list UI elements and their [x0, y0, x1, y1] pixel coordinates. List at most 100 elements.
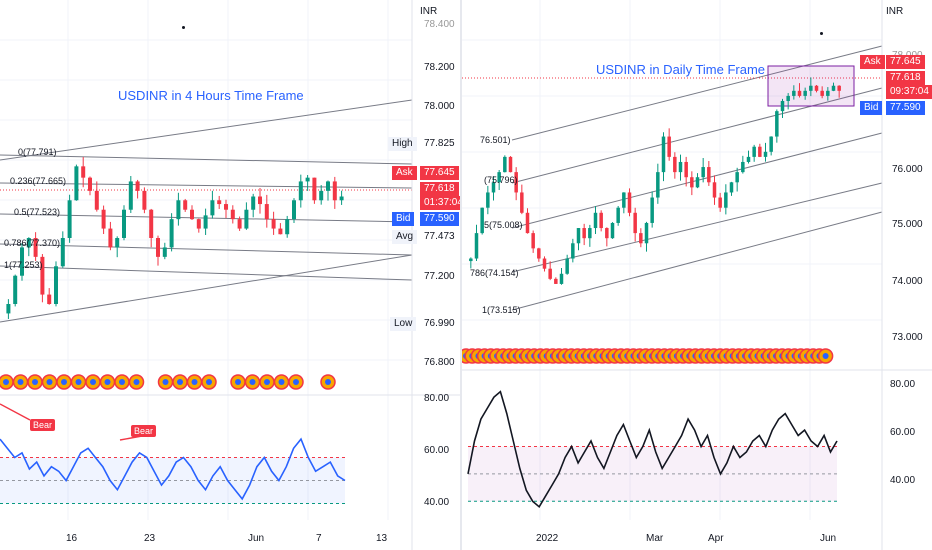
left-marker-dot	[182, 26, 185, 29]
candle-body	[803, 90, 807, 96]
candle-body	[230, 209, 235, 220]
right-osc-axis-label: 80.00	[890, 379, 916, 390]
candle-body	[525, 212, 530, 234]
candle-body	[40, 256, 45, 295]
candle-body	[707, 167, 711, 183]
left-x-tick: 7	[316, 533, 322, 544]
left-x-tick: 13	[376, 533, 388, 544]
candle-body	[633, 212, 637, 234]
left-axis-label: 76.800	[424, 357, 455, 368]
candle-body	[831, 85, 836, 91]
ask-value: 77.645	[420, 166, 459, 180]
candle-body	[769, 136, 773, 152]
channel-mid-line	[511, 87, 883, 184]
event-flag-icon	[249, 379, 256, 385]
bid-value: 77.590	[886, 101, 925, 115]
left-axis-label: 77.200	[424, 271, 455, 282]
last-price-value: 77.618	[420, 182, 459, 196]
candle-body	[305, 177, 310, 182]
event-flag-icon	[75, 379, 82, 385]
candle-body	[162, 247, 167, 257]
right-x-tick: Jun	[820, 533, 837, 544]
right-axis-label: 75.000	[892, 219, 923, 230]
candle-body	[203, 215, 208, 229]
candle-body	[712, 182, 717, 198]
candle-body	[183, 200, 188, 210]
fib-level-label: 5(75.008)	[484, 220, 523, 230]
candle-body	[251, 196, 256, 210]
event-flag-icon	[133, 379, 140, 385]
avg-value: 77.473	[424, 231, 455, 242]
bid-value: 77.590	[420, 212, 459, 226]
bear-signal-label: Bear	[30, 419, 56, 431]
event-flag-icon	[822, 353, 829, 359]
channel-upper-line	[0, 99, 413, 161]
candle-body	[542, 258, 547, 269]
candle-body	[196, 219, 201, 229]
fib-level-label: 1(77.253)	[4, 260, 43, 270]
left-chart-canvas[interactable]	[0, 0, 460, 550]
candle-body	[826, 90, 830, 96]
candle-body	[746, 156, 751, 162]
candle-body	[480, 207, 484, 234]
right-chart-canvas[interactable]	[462, 0, 932, 550]
fib-level-label: 786(74.154)	[470, 268, 519, 278]
candle-body	[74, 166, 79, 201]
fib-level-label: 0.786(77.370)	[4, 238, 61, 248]
bar-countdown: 01:37:04	[420, 196, 460, 210]
candle-body	[690, 177, 694, 188]
avg-label: Avg	[392, 230, 418, 244]
right-marker-dot	[820, 32, 823, 35]
candle-body	[67, 200, 72, 238]
event-flag-icon	[293, 379, 299, 385]
candle-body	[508, 156, 513, 173]
event-flag-icon	[46, 379, 53, 385]
candle-body	[758, 146, 762, 157]
candle-body	[735, 172, 739, 183]
panel-divider	[460, 0, 462, 550]
candle-body	[763, 151, 768, 157]
candle-body	[576, 228, 581, 244]
candle-body	[149, 209, 154, 238]
candle-body	[122, 209, 126, 238]
candle-body	[176, 200, 181, 220]
candle-body	[135, 181, 140, 191]
event-flag-icon	[61, 379, 67, 385]
low-value: 76.990	[424, 318, 455, 329]
candle-body	[298, 181, 303, 201]
candle-body	[752, 146, 756, 157]
candle-body	[695, 177, 700, 188]
candle-body	[108, 228, 113, 248]
candle-body	[809, 85, 813, 91]
bid-label: Bid	[392, 212, 415, 226]
ask-label: Ask	[860, 55, 885, 69]
left-x-tick: 23	[144, 533, 156, 544]
event-flag-icon	[278, 379, 285, 385]
candle-body	[319, 190, 324, 201]
right-axis-label: 73.000	[892, 332, 923, 343]
bear-signal-label: Bear	[131, 425, 157, 437]
ask-label: Ask	[392, 166, 417, 180]
candle-body	[599, 212, 603, 229]
candle-body	[190, 209, 194, 220]
candle-body	[474, 233, 479, 259]
candle-body	[271, 219, 276, 229]
fib-level-label: 0.236(77.665)	[10, 176, 67, 186]
fib-level-label: 76.501)	[480, 135, 511, 145]
candle-body	[217, 200, 222, 205]
candle-body	[559, 273, 564, 284]
event-flag-icon	[119, 379, 125, 385]
event-flag-icon	[3, 379, 9, 385]
fib-level-label: 0(77.791)	[18, 147, 57, 157]
candle-body	[20, 247, 24, 276]
right-axis-label: 74.000	[892, 276, 923, 287]
candle-body	[156, 238, 160, 257]
channel-lower-line	[0, 254, 413, 323]
event-flag-icon	[177, 379, 183, 385]
candle-body	[820, 90, 824, 96]
candle-body	[837, 85, 841, 91]
event-flag-icon	[325, 379, 331, 385]
candle-body	[94, 190, 99, 210]
candle-body	[661, 136, 666, 173]
oscillator-line	[0, 437, 346, 501]
